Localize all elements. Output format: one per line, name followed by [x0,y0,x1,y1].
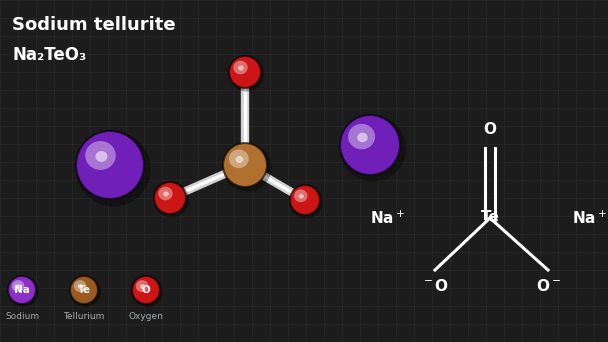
Ellipse shape [238,65,244,70]
Ellipse shape [70,276,98,304]
Ellipse shape [76,131,144,199]
Text: Sodium tellurite: Sodium tellurite [12,16,176,34]
Text: Te: Te [77,285,91,295]
Ellipse shape [140,284,145,289]
Ellipse shape [76,132,151,207]
Ellipse shape [299,194,304,199]
Ellipse shape [290,185,320,215]
Ellipse shape [233,61,247,74]
Ellipse shape [236,156,243,163]
Ellipse shape [154,182,186,214]
Ellipse shape [154,182,189,218]
Ellipse shape [229,56,264,92]
Text: Na: Na [14,285,30,295]
Ellipse shape [8,276,36,304]
Ellipse shape [12,280,24,292]
Ellipse shape [16,284,21,289]
Ellipse shape [95,151,108,162]
Text: O$^-$: O$^-$ [536,278,561,294]
Ellipse shape [294,189,308,202]
Text: $^-$O: $^-$O [421,278,449,294]
Ellipse shape [8,276,39,307]
Ellipse shape [132,276,160,304]
Text: O: O [142,285,150,295]
Ellipse shape [290,185,323,218]
Text: Na$^+$: Na$^+$ [370,209,406,227]
Ellipse shape [132,276,163,307]
Text: Na₂TeO₃: Na₂TeO₃ [12,46,86,64]
Ellipse shape [78,284,83,289]
Text: Oxygen: Oxygen [128,312,164,321]
Ellipse shape [340,116,406,182]
Ellipse shape [348,124,375,149]
Text: O: O [483,122,497,137]
Ellipse shape [223,143,267,187]
Ellipse shape [85,141,116,170]
Ellipse shape [70,276,101,307]
Ellipse shape [74,280,86,292]
Ellipse shape [136,280,148,292]
Ellipse shape [229,56,261,88]
Ellipse shape [340,115,400,175]
Ellipse shape [158,187,173,200]
Ellipse shape [223,143,271,192]
Text: Na$^+$: Na$^+$ [573,209,607,227]
Ellipse shape [229,149,249,168]
Text: Te: Te [480,210,499,225]
Text: Sodium: Sodium [5,312,39,321]
Ellipse shape [163,192,169,197]
Text: Tellurium: Tellurium [63,312,105,321]
Ellipse shape [357,133,368,142]
